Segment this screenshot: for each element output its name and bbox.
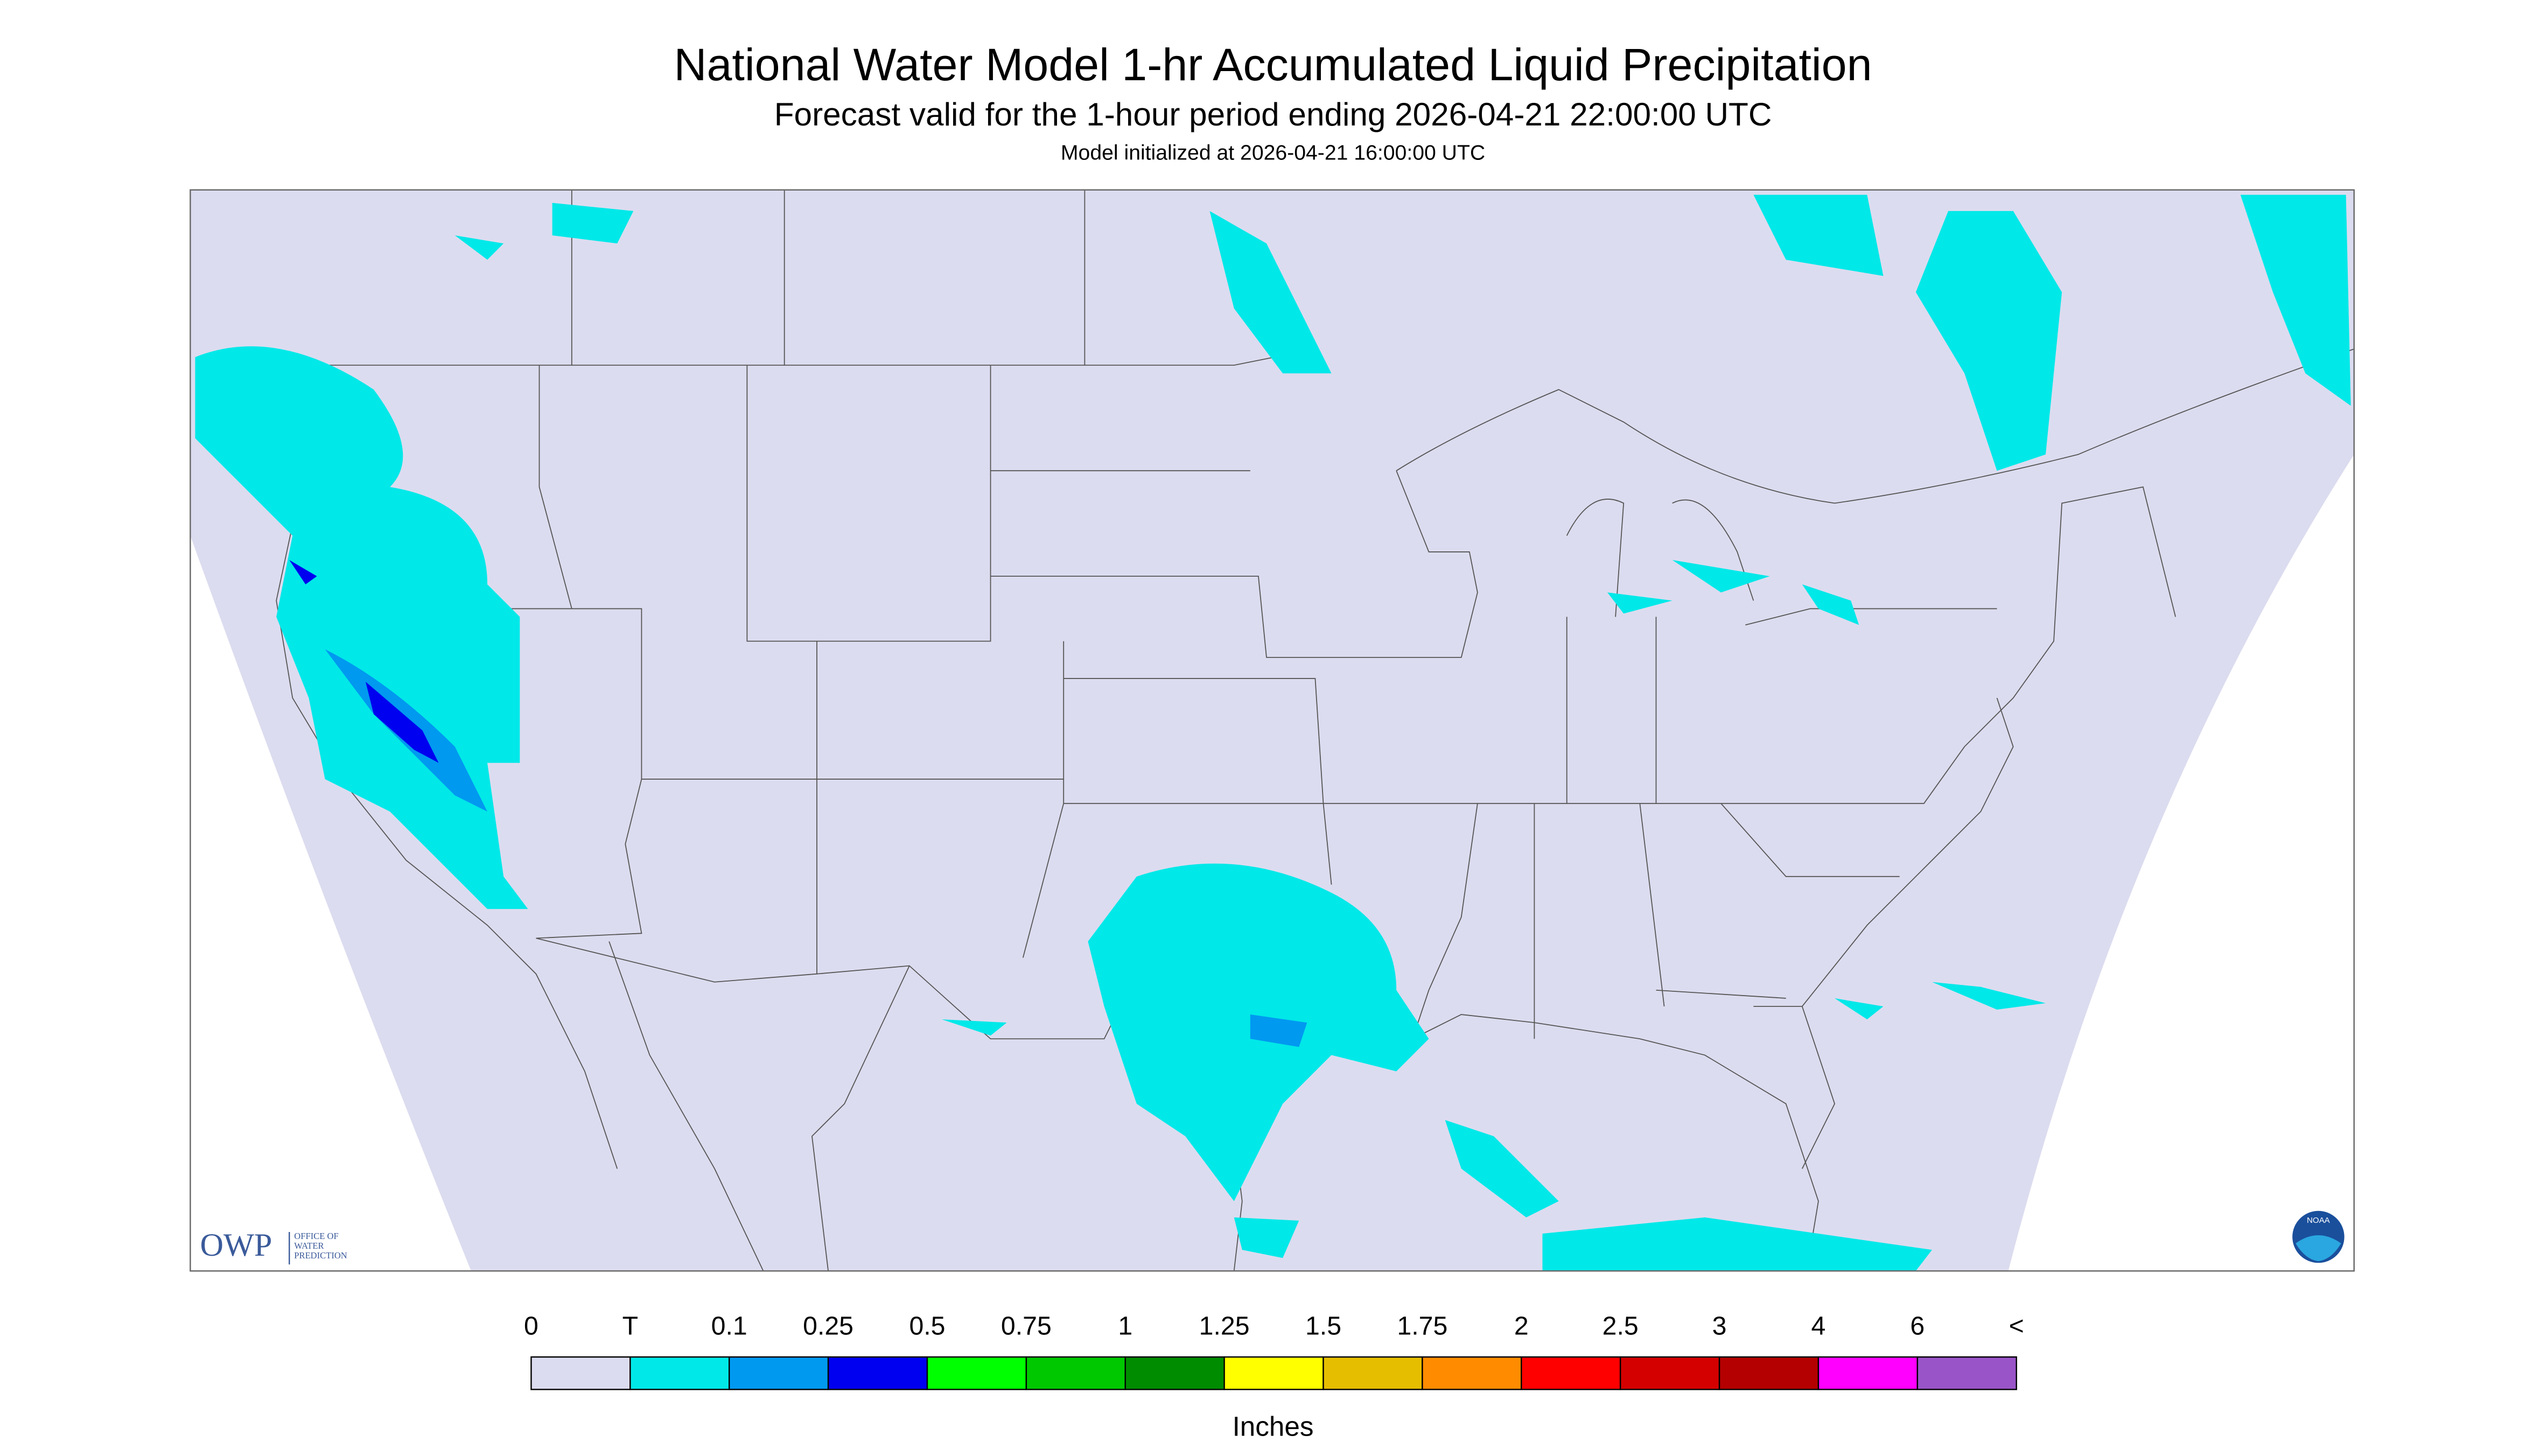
colorbar-swatch	[530, 1356, 631, 1390]
logo-line: WATER	[294, 1241, 324, 1251]
noaa-text: NOAA	[2307, 1216, 2331, 1225]
colorbar-label: <	[2009, 1312, 2024, 1341]
projection-edge	[2008, 454, 2354, 1271]
boundaries	[276, 190, 2355, 1271]
colorbar-swatch	[1916, 1356, 2017, 1390]
colorbar-label: 0.25	[803, 1312, 853, 1341]
colorbar-swatch	[1521, 1356, 1621, 1390]
colorbar-label: 3	[1712, 1312, 1727, 1341]
title: National Water Model 1-hr Accumulated Li…	[674, 39, 1872, 90]
logo-line: OFFICE OF	[294, 1231, 338, 1241]
logo-text: OWP	[200, 1227, 272, 1263]
precipitation	[195, 194, 2351, 1271]
colorbar-units: Inches	[1233, 1411, 1314, 1441]
colorbar-swatch	[827, 1356, 928, 1390]
colorbar-label: 1.75	[1397, 1312, 1447, 1341]
colorbar: 0 T 0.1 0.25 0.5 0.75 1 1.25 1.5 1.75 2 2.5 3 4 6 <	[524, 1312, 2024, 1390]
map-frame	[190, 189, 2355, 1272]
subtitle: Forecast valid for the 1-hour period end…	[774, 96, 1772, 132]
colorbar-label: 1	[1118, 1312, 1132, 1341]
colorbar-swatch	[1223, 1356, 1324, 1390]
colorbar-swatch	[1619, 1356, 1720, 1390]
colorbar-swatch	[1422, 1356, 1522, 1390]
map: OWP OFFICE OF WATER PREDICTION NOAA	[190, 189, 2355, 1272]
colorbar-label: 2.5	[1603, 1312, 1639, 1341]
colorbar-label: 4	[1811, 1312, 1826, 1341]
init-note: Model initialized at 2026-04-21 16:00:00…	[1061, 142, 1485, 165]
colorbar-label: 1.25	[1199, 1312, 1250, 1341]
colorbar-swatch	[728, 1356, 829, 1390]
colorbar-swatch	[629, 1356, 730, 1390]
colorbar-label: 0.75	[1001, 1312, 1052, 1341]
colorbar-swatch	[1025, 1356, 1126, 1390]
noaa-wave	[2296, 1235, 2341, 1262]
colorbar-label: 0.5	[909, 1312, 945, 1341]
colorbar-swatch	[926, 1356, 1027, 1390]
colorbar-label: 0.1	[711, 1312, 747, 1341]
colorbar-label: T	[622, 1312, 638, 1341]
colorbar-swatch	[1124, 1356, 1225, 1390]
logo-line: PREDICTION	[294, 1250, 347, 1261]
colorbar-label: 2	[1514, 1312, 1529, 1341]
colorbar-label: 0	[524, 1312, 538, 1341]
projection-edge	[190, 535, 471, 1271]
colorbar-swatch	[1817, 1356, 1919, 1390]
colorbar-label: 6	[1910, 1312, 1925, 1341]
colorbar-label: 1.5	[1305, 1312, 1341, 1341]
colorbar-swatch	[1323, 1356, 1423, 1390]
colorbar-swatch	[1718, 1356, 1820, 1390]
